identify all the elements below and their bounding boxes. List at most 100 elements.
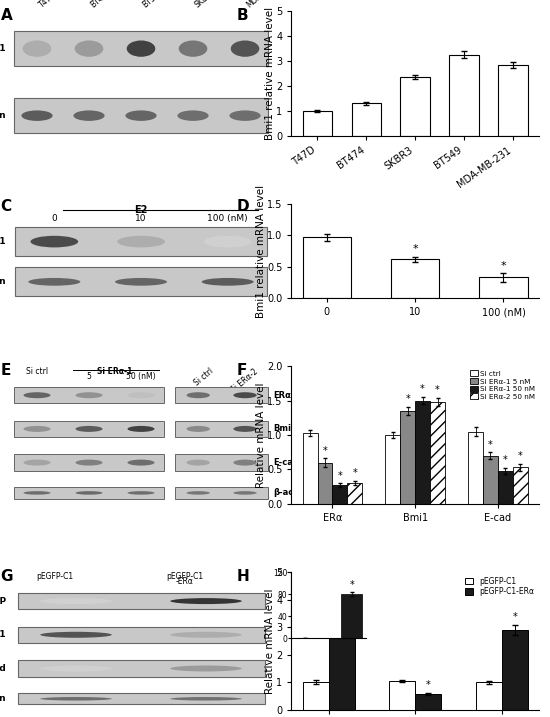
Text: *: * xyxy=(518,451,522,461)
Text: β-actin: β-actin xyxy=(0,111,6,120)
Bar xyxy=(302,683,328,710)
Text: E-cad: E-cad xyxy=(274,458,300,467)
Bar xyxy=(302,433,317,504)
Text: *: * xyxy=(435,385,440,395)
Text: 50 (nM): 50 (nM) xyxy=(126,372,156,381)
Bar xyxy=(347,483,362,504)
Ellipse shape xyxy=(186,491,210,495)
FancyBboxPatch shape xyxy=(14,421,164,437)
Text: ERα-GFP: ERα-GFP xyxy=(0,597,6,606)
Y-axis label: Bmi1 relative mRNA level: Bmi1 relative mRNA level xyxy=(265,7,274,140)
Ellipse shape xyxy=(75,460,102,465)
Text: Bmi1: Bmi1 xyxy=(0,237,6,246)
Ellipse shape xyxy=(40,665,112,671)
Text: E-cad: E-cad xyxy=(0,664,6,673)
FancyBboxPatch shape xyxy=(14,98,268,133)
Text: pEGFP-C1: pEGFP-C1 xyxy=(166,572,203,581)
Text: Si ERα-1: Si ERα-1 xyxy=(97,366,133,376)
Text: Si ctrl: Si ctrl xyxy=(26,366,48,376)
Text: *: * xyxy=(513,612,517,622)
Text: B: B xyxy=(237,9,249,23)
Text: F: F xyxy=(237,364,248,379)
Ellipse shape xyxy=(233,426,257,432)
Ellipse shape xyxy=(30,236,78,247)
Ellipse shape xyxy=(73,110,104,121)
Text: A: A xyxy=(1,9,12,23)
Ellipse shape xyxy=(231,40,260,57)
Ellipse shape xyxy=(186,460,210,465)
Ellipse shape xyxy=(128,491,155,495)
Text: *: * xyxy=(503,455,508,465)
Ellipse shape xyxy=(170,697,242,701)
Bar xyxy=(332,485,347,504)
FancyBboxPatch shape xyxy=(14,455,164,471)
Ellipse shape xyxy=(186,426,210,432)
Text: BT549: BT549 xyxy=(141,0,166,9)
Bar xyxy=(476,683,502,710)
Ellipse shape xyxy=(128,426,155,432)
Ellipse shape xyxy=(24,392,51,398)
FancyBboxPatch shape xyxy=(15,227,267,256)
Text: Bmi1: Bmi1 xyxy=(0,44,6,53)
Ellipse shape xyxy=(75,392,102,398)
Ellipse shape xyxy=(24,460,51,465)
Text: *: * xyxy=(339,583,344,593)
Bar xyxy=(400,411,415,504)
Ellipse shape xyxy=(170,632,242,638)
Ellipse shape xyxy=(202,278,254,285)
Text: *: * xyxy=(488,440,493,450)
Text: β-actin: β-actin xyxy=(274,488,307,498)
Text: 0: 0 xyxy=(52,214,57,222)
FancyBboxPatch shape xyxy=(14,387,164,404)
Ellipse shape xyxy=(40,598,112,604)
FancyBboxPatch shape xyxy=(18,660,265,677)
Ellipse shape xyxy=(233,460,257,465)
Bar xyxy=(391,260,439,298)
Text: C: C xyxy=(1,199,12,214)
Text: pEGFP-C1: pEGFP-C1 xyxy=(36,572,73,581)
Bar xyxy=(430,402,445,504)
Text: G: G xyxy=(1,569,13,584)
FancyBboxPatch shape xyxy=(18,593,265,609)
Bar xyxy=(479,277,528,298)
Legend: Si ctrl, Si ERα-1 5 nM, Si ERα-1 50 nM, Si ERα-2 50 nM: Si ctrl, Si ERα-1 5 nM, Si ERα-1 50 nM, … xyxy=(469,370,535,400)
Ellipse shape xyxy=(115,278,167,285)
Bar xyxy=(302,111,332,136)
Ellipse shape xyxy=(21,110,53,121)
Ellipse shape xyxy=(24,491,51,495)
Ellipse shape xyxy=(128,460,155,465)
FancyBboxPatch shape xyxy=(14,31,268,66)
Bar xyxy=(498,65,528,136)
Ellipse shape xyxy=(178,110,208,121)
FancyBboxPatch shape xyxy=(18,693,265,704)
Text: E2: E2 xyxy=(134,206,148,215)
Ellipse shape xyxy=(229,110,261,121)
Ellipse shape xyxy=(29,278,80,285)
Bar xyxy=(317,462,332,504)
Text: 10: 10 xyxy=(135,214,147,222)
Bar xyxy=(389,681,415,710)
Bar xyxy=(498,471,513,504)
Ellipse shape xyxy=(128,392,155,398)
Text: *: * xyxy=(323,446,327,456)
Text: Bmi1: Bmi1 xyxy=(0,630,6,640)
Ellipse shape xyxy=(233,392,257,398)
Text: *: * xyxy=(412,244,418,255)
FancyBboxPatch shape xyxy=(175,455,268,471)
Bar xyxy=(415,694,441,710)
Bar xyxy=(468,432,483,504)
Ellipse shape xyxy=(204,236,251,247)
Ellipse shape xyxy=(40,697,112,701)
Ellipse shape xyxy=(170,665,242,671)
Bar xyxy=(449,54,479,136)
Bar xyxy=(502,630,528,710)
Text: β-actin: β-actin xyxy=(0,277,6,286)
Text: ERα: ERα xyxy=(274,391,292,399)
Bar xyxy=(513,467,528,504)
Bar xyxy=(302,237,351,298)
Text: *: * xyxy=(426,680,431,690)
Bar xyxy=(415,401,430,504)
Text: *: * xyxy=(353,468,357,478)
Ellipse shape xyxy=(40,632,112,638)
Text: *: * xyxy=(420,384,425,394)
